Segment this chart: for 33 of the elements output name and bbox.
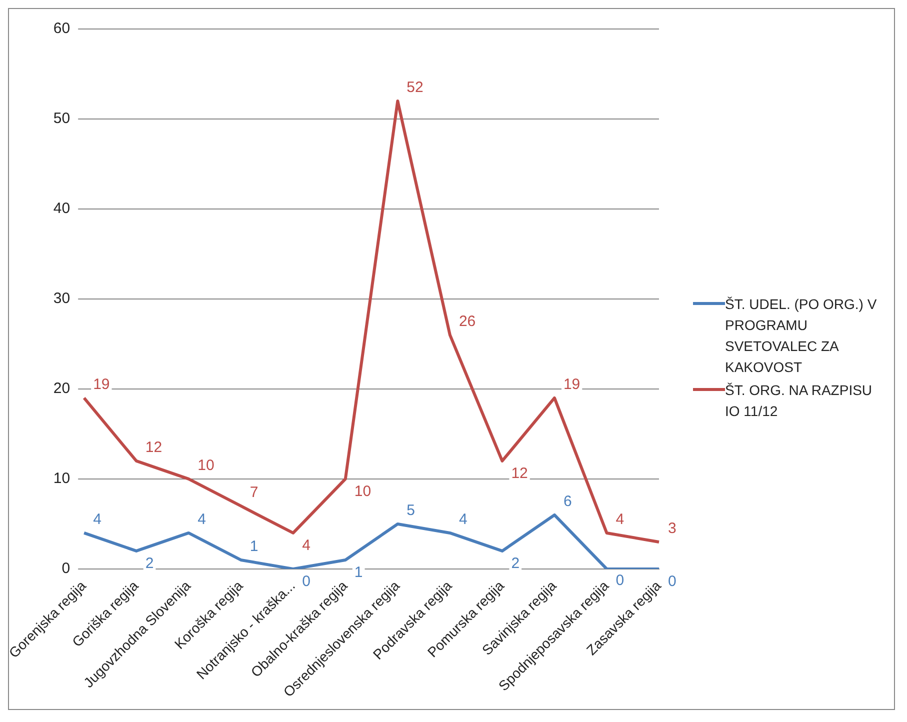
data-label: 26 — [458, 313, 476, 330]
data-label: 5 — [406, 502, 416, 520]
y-tick-label: 20 — [53, 380, 70, 398]
data-label: 4 — [302, 537, 310, 554]
data-label: 0 — [616, 572, 624, 590]
y-tick-label: 50 — [53, 110, 70, 128]
data-label: 19 — [93, 376, 110, 394]
y-tick-label: 60 — [53, 20, 70, 38]
data-label: 2 — [145, 555, 154, 572]
data-label: 4 — [458, 511, 468, 528]
y-tick-label: 40 — [53, 200, 70, 218]
y-tick-label: 10 — [53, 470, 70, 488]
data-label: 10 — [354, 483, 372, 500]
data-label: 19 — [563, 376, 580, 394]
data-label: 52 — [406, 79, 424, 96]
data-label: 10 — [198, 457, 214, 474]
y-tick-label: 30 — [53, 290, 70, 308]
data-label: 4 — [616, 511, 624, 528]
data-label: 12 — [145, 439, 162, 456]
data-label: 4 — [93, 511, 102, 528]
data-label: 2 — [511, 555, 520, 572]
data-label: 0 — [668, 573, 676, 590]
legend-label: ŠT. UDEL. (PO ORG.) V PROGRAMU SVETOVALEC ZA KAKOVOST — [725, 295, 878, 377]
data-label: 6 — [563, 493, 572, 510]
legend-label: ŠT. ORG. NA RAZPISU IO 11/12 — [725, 381, 874, 421]
data-label: 12 — [511, 465, 528, 482]
y-tick-label: 0 — [62, 560, 70, 578]
data-label: 1 — [250, 538, 258, 556]
data-label: 4 — [198, 511, 206, 528]
data-label: 0 — [302, 573, 310, 590]
data-label: 1 — [354, 564, 363, 582]
data-label: 7 — [250, 484, 258, 502]
data-label: 3 — [668, 520, 676, 538]
